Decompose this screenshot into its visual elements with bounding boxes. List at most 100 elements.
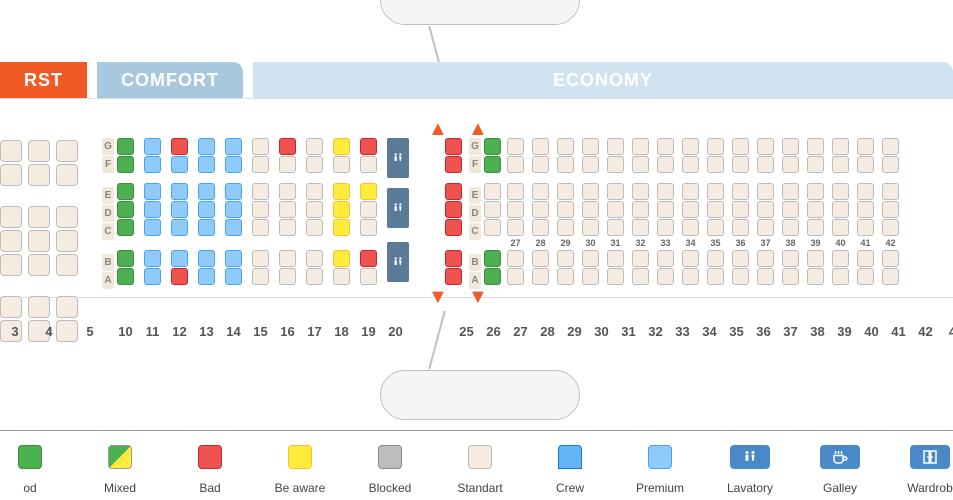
- seat[interactable]: [682, 156, 699, 173]
- seat[interactable]: [445, 268, 462, 285]
- seat[interactable]: [557, 250, 574, 267]
- seat[interactable]: [857, 268, 874, 285]
- seat[interactable]: [682, 138, 699, 155]
- seat[interactable]: [171, 201, 188, 218]
- seat[interactable]: [306, 250, 323, 267]
- seat[interactable]: [782, 250, 799, 267]
- seat[interactable]: [279, 250, 296, 267]
- seat[interactable]: [582, 201, 599, 218]
- seat[interactable]: [252, 219, 269, 236]
- seat[interactable]: [445, 201, 462, 218]
- seat[interactable]: [445, 183, 462, 200]
- seat[interactable]: [0, 140, 22, 162]
- seat[interactable]: [306, 138, 323, 155]
- seat[interactable]: [582, 268, 599, 285]
- seat[interactable]: [707, 268, 724, 285]
- seat[interactable]: [279, 219, 296, 236]
- seat[interactable]: [832, 138, 849, 155]
- seat[interactable]: [360, 138, 377, 155]
- seat[interactable]: [333, 183, 350, 200]
- seat[interactable]: [56, 296, 78, 318]
- seat[interactable]: [171, 183, 188, 200]
- seat[interactable]: [607, 156, 624, 173]
- seat[interactable]: [557, 201, 574, 218]
- seat[interactable]: [582, 138, 599, 155]
- seat[interactable]: [144, 219, 161, 236]
- seat[interactable]: [117, 201, 134, 218]
- seat[interactable]: [832, 250, 849, 267]
- seat[interactable]: [832, 183, 849, 200]
- seat[interactable]: [225, 156, 242, 173]
- seat[interactable]: [732, 268, 749, 285]
- seat[interactable]: [56, 254, 78, 276]
- seat[interactable]: [507, 156, 524, 173]
- seat[interactable]: [682, 183, 699, 200]
- seat[interactable]: [252, 156, 269, 173]
- seat[interactable]: [757, 183, 774, 200]
- seat[interactable]: [807, 156, 824, 173]
- seat[interactable]: [445, 219, 462, 236]
- seat[interactable]: [607, 219, 624, 236]
- seat[interactable]: [882, 138, 899, 155]
- seat[interactable]: [28, 254, 50, 276]
- seat[interactable]: [832, 201, 849, 218]
- seat[interactable]: [807, 183, 824, 200]
- seat[interactable]: [56, 164, 78, 186]
- seat[interactable]: [117, 183, 134, 200]
- seat[interactable]: [532, 268, 549, 285]
- seat[interactable]: [484, 250, 501, 267]
- seat[interactable]: [732, 201, 749, 218]
- seat[interactable]: [28, 230, 50, 252]
- seat[interactable]: [484, 138, 501, 155]
- seat[interactable]: [117, 250, 134, 267]
- seat[interactable]: [532, 201, 549, 218]
- seat[interactable]: [507, 183, 524, 200]
- seat[interactable]: [56, 206, 78, 228]
- seat[interactable]: [56, 230, 78, 252]
- seat[interactable]: [252, 268, 269, 285]
- seat[interactable]: [225, 183, 242, 200]
- seat[interactable]: [144, 268, 161, 285]
- seat[interactable]: [582, 219, 599, 236]
- seat[interactable]: [632, 201, 649, 218]
- seat[interactable]: [306, 219, 323, 236]
- seat[interactable]: [117, 219, 134, 236]
- seat[interactable]: [0, 164, 22, 186]
- seat[interactable]: [682, 250, 699, 267]
- seat[interactable]: [279, 138, 296, 155]
- seat[interactable]: [198, 250, 215, 267]
- seat[interactable]: [757, 156, 774, 173]
- seat[interactable]: [707, 156, 724, 173]
- seat[interactable]: [171, 138, 188, 155]
- seat[interactable]: [532, 219, 549, 236]
- seat[interactable]: [807, 138, 824, 155]
- seat[interactable]: [445, 156, 462, 173]
- seat[interactable]: [306, 156, 323, 173]
- seat[interactable]: [657, 250, 674, 267]
- seat[interactable]: [171, 250, 188, 267]
- seat[interactable]: [857, 201, 874, 218]
- seat[interactable]: [657, 219, 674, 236]
- seat[interactable]: [807, 250, 824, 267]
- seat[interactable]: [484, 183, 501, 200]
- seat[interactable]: [682, 219, 699, 236]
- seat[interactable]: [306, 183, 323, 200]
- seat[interactable]: [632, 156, 649, 173]
- seat[interactable]: [252, 250, 269, 267]
- seat[interactable]: [882, 219, 899, 236]
- seat[interactable]: [707, 201, 724, 218]
- seat[interactable]: [333, 219, 350, 236]
- seat[interactable]: [782, 219, 799, 236]
- seat[interactable]: [28, 164, 50, 186]
- seat[interactable]: [782, 156, 799, 173]
- seat[interactable]: [225, 201, 242, 218]
- seat[interactable]: [333, 268, 350, 285]
- seat[interactable]: [144, 201, 161, 218]
- seat[interactable]: [782, 201, 799, 218]
- seat[interactable]: [632, 219, 649, 236]
- seat[interactable]: [333, 201, 350, 218]
- seat[interactable]: [507, 219, 524, 236]
- seat[interactable]: [360, 219, 377, 236]
- seat[interactable]: [0, 230, 22, 252]
- seat[interactable]: [28, 206, 50, 228]
